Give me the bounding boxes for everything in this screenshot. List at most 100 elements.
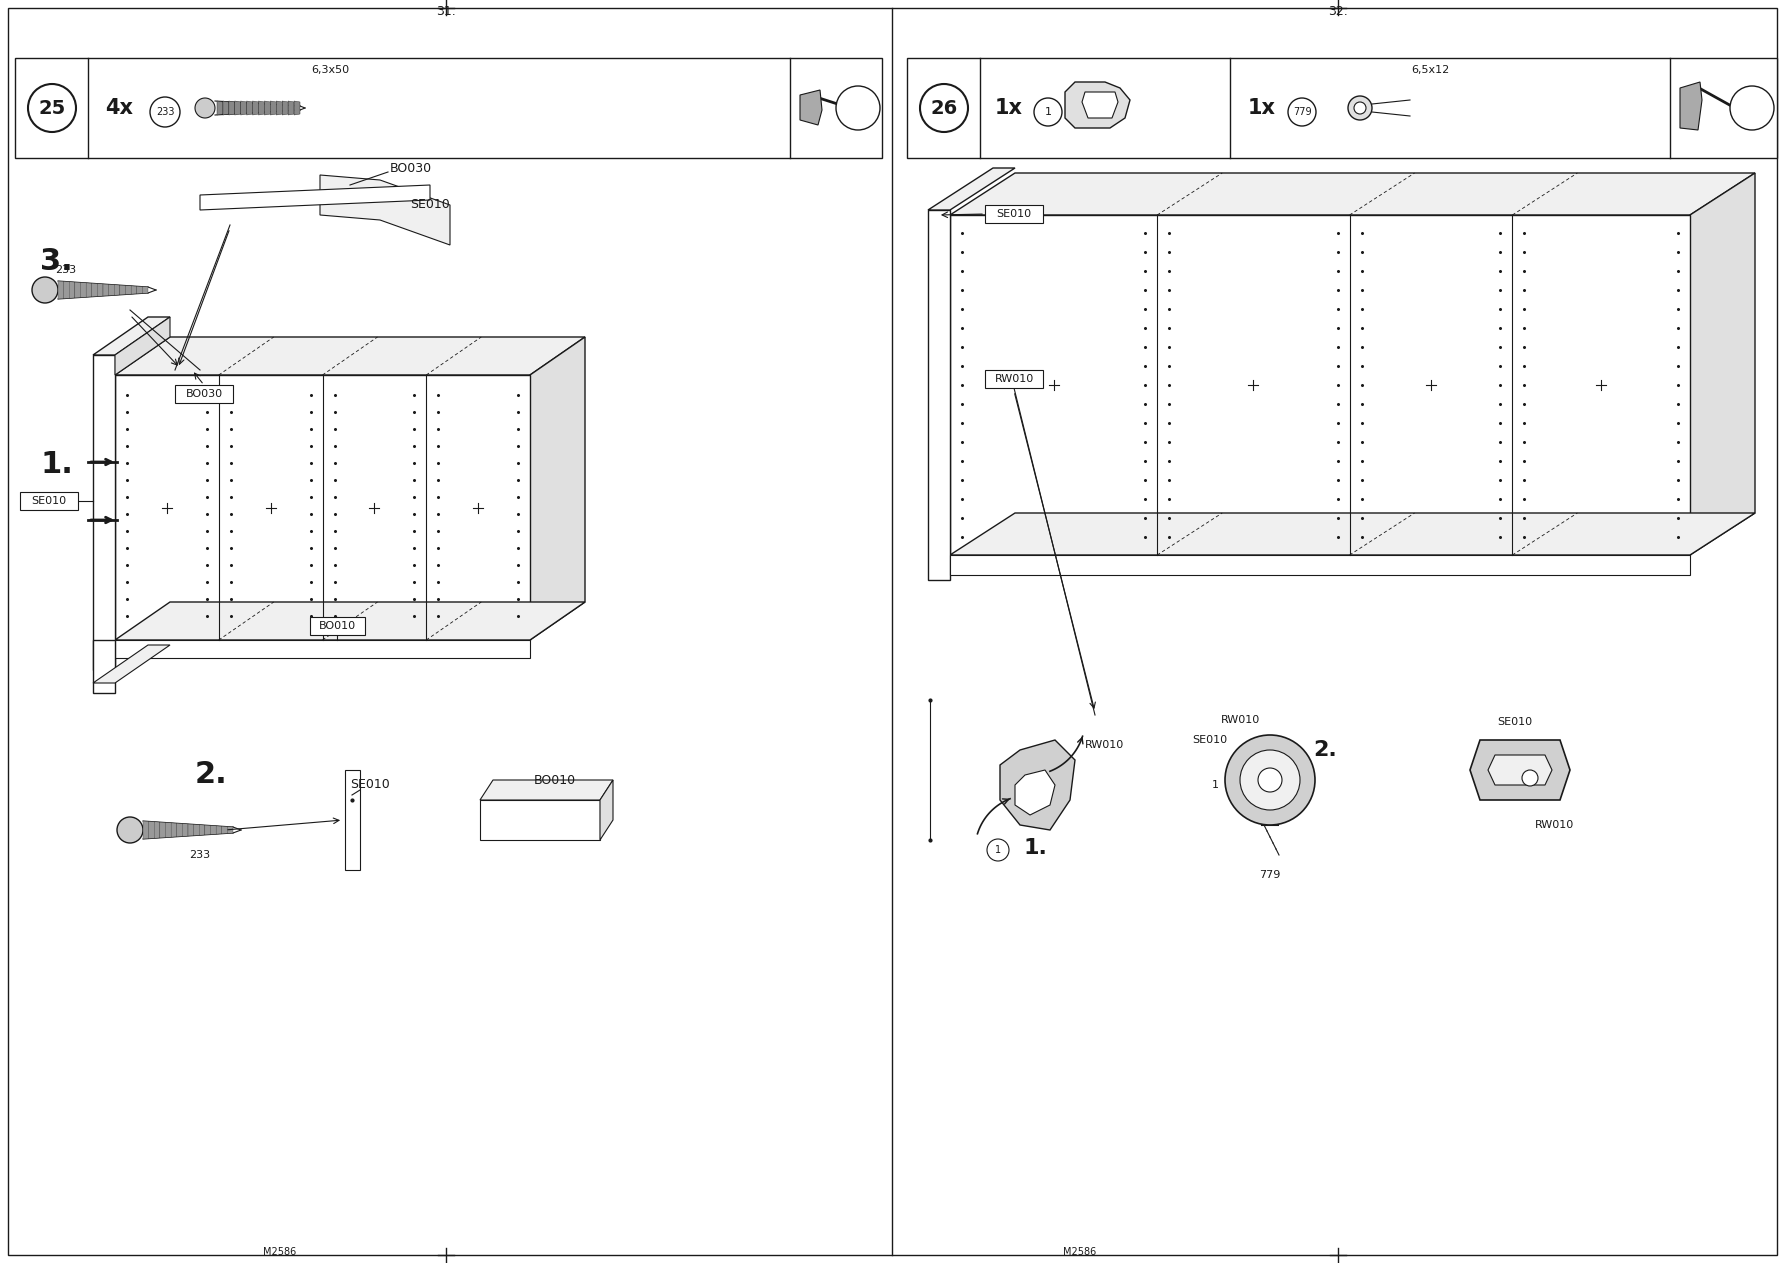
Polygon shape [114, 337, 585, 375]
Text: manualslib.com: manualslib.com [1012, 615, 1189, 666]
Polygon shape [114, 317, 170, 375]
Text: 26: 26 [930, 99, 957, 117]
Text: RW010: RW010 [1535, 820, 1574, 830]
Polygon shape [125, 285, 130, 294]
Polygon shape [93, 355, 114, 669]
Circle shape [1355, 102, 1366, 114]
Polygon shape [950, 215, 1690, 554]
Text: 32.: 32. [1328, 5, 1348, 18]
Polygon shape [221, 826, 227, 834]
Text: SE010: SE010 [32, 496, 66, 506]
Polygon shape [345, 770, 361, 870]
Polygon shape [93, 640, 114, 693]
Polygon shape [295, 101, 300, 115]
Polygon shape [109, 284, 114, 296]
Text: 1: 1 [1212, 781, 1219, 789]
Polygon shape [91, 283, 98, 297]
Text: M2586: M2586 [1064, 1247, 1096, 1257]
Polygon shape [200, 184, 430, 210]
Polygon shape [137, 287, 143, 294]
Text: SE010: SE010 [350, 778, 389, 792]
Polygon shape [205, 825, 211, 835]
Polygon shape [177, 823, 182, 837]
Polygon shape [93, 317, 170, 355]
Text: 3.: 3. [39, 248, 73, 277]
Circle shape [1348, 96, 1373, 120]
Text: BO010: BO010 [534, 773, 577, 787]
Polygon shape [282, 101, 287, 115]
Polygon shape [166, 822, 171, 837]
Text: SE010: SE010 [1498, 717, 1533, 727]
Polygon shape [211, 826, 216, 835]
Polygon shape [480, 799, 600, 840]
Polygon shape [223, 101, 228, 115]
Polygon shape [200, 825, 205, 835]
Polygon shape [1082, 92, 1117, 117]
Polygon shape [143, 821, 148, 839]
Circle shape [1034, 99, 1062, 126]
Polygon shape [114, 602, 585, 640]
Polygon shape [928, 210, 950, 580]
Text: BO030: BO030 [389, 162, 432, 174]
Circle shape [32, 277, 57, 303]
Text: 779: 779 [1258, 870, 1280, 880]
Text: RW010: RW010 [994, 374, 1034, 384]
Circle shape [1241, 750, 1299, 810]
Polygon shape [1066, 82, 1130, 128]
Polygon shape [950, 554, 1690, 575]
Circle shape [29, 85, 77, 133]
Circle shape [1289, 99, 1316, 126]
Text: SE010: SE010 [996, 208, 1032, 218]
Polygon shape [148, 821, 154, 839]
Text: RW010: RW010 [1085, 740, 1125, 750]
Bar [20, 493, 79, 510]
Polygon shape [154, 822, 161, 839]
Polygon shape [187, 823, 193, 836]
Polygon shape [264, 101, 270, 115]
Polygon shape [75, 282, 80, 298]
Polygon shape [800, 90, 823, 125]
Polygon shape [120, 285, 125, 294]
Text: SE010: SE010 [411, 198, 450, 211]
Polygon shape [287, 101, 295, 115]
Polygon shape [950, 513, 1755, 554]
Polygon shape [1471, 740, 1571, 799]
Polygon shape [227, 826, 234, 834]
Polygon shape [1262, 755, 1278, 786]
Polygon shape [98, 284, 104, 297]
Circle shape [987, 839, 1009, 861]
Polygon shape [93, 645, 170, 683]
Text: 1.: 1. [1023, 837, 1048, 858]
Text: 1: 1 [994, 845, 1001, 855]
Text: 233: 233 [155, 107, 175, 117]
Bar [175, 385, 234, 403]
Bar [311, 618, 364, 635]
Circle shape [118, 817, 143, 842]
Polygon shape [193, 825, 200, 836]
Polygon shape [246, 101, 252, 115]
Text: 2.: 2. [1314, 740, 1337, 760]
Polygon shape [480, 781, 612, 799]
Polygon shape [114, 284, 120, 296]
Polygon shape [64, 282, 70, 298]
Polygon shape [1000, 740, 1075, 830]
Polygon shape [1690, 173, 1755, 554]
Text: 233: 233 [189, 850, 211, 860]
Polygon shape [104, 284, 109, 296]
Text: 1x: 1x [1248, 99, 1276, 117]
Polygon shape [57, 280, 64, 299]
Text: 25: 25 [37, 99, 66, 117]
Polygon shape [600, 781, 612, 840]
Polygon shape [259, 101, 264, 115]
Text: RW010: RW010 [1221, 715, 1260, 725]
Polygon shape [1016, 770, 1055, 815]
Circle shape [835, 86, 880, 130]
Bar [985, 205, 1042, 224]
Polygon shape [114, 375, 530, 640]
Text: 2.: 2. [195, 760, 228, 789]
Polygon shape [270, 101, 277, 115]
Circle shape [1225, 735, 1316, 825]
Circle shape [150, 97, 180, 128]
Text: 1.: 1. [39, 450, 73, 479]
Text: 31.: 31. [436, 5, 455, 18]
